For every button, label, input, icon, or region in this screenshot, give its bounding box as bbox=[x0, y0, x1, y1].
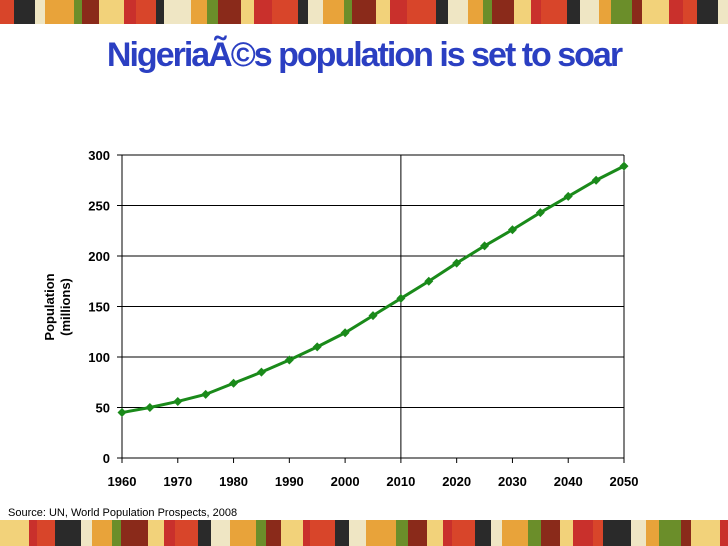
y-tick-label: 0 bbox=[103, 451, 110, 466]
decorative-bottom-band bbox=[0, 520, 728, 546]
data-point bbox=[396, 293, 406, 303]
y-tick-label: 100 bbox=[88, 350, 110, 365]
data-point bbox=[619, 161, 629, 171]
chart-axes bbox=[117, 154, 625, 463]
decorative-top-band bbox=[0, 0, 728, 24]
chart-grid bbox=[122, 154, 624, 458]
x-tick-label: 2000 bbox=[331, 474, 360, 489]
x-tick-label: 1970 bbox=[163, 474, 192, 489]
x-tick-labels: 1960 1970 1980 1990 2000 2010 2020 2030 2040 2050 bbox=[108, 474, 639, 489]
data-point bbox=[145, 403, 155, 412]
data-point bbox=[173, 396, 183, 406]
series-line bbox=[121, 164, 625, 415]
data-point bbox=[201, 389, 211, 399]
x-tick-label: 2020 bbox=[442, 474, 471, 489]
data-point bbox=[312, 342, 322, 352]
y-tick-labels: 0 50 100 150 200 250 300 bbox=[88, 148, 110, 466]
y-axis-label: Population(millions) bbox=[42, 273, 73, 340]
data-point bbox=[563, 191, 573, 201]
data-point bbox=[117, 408, 127, 418]
data-point bbox=[480, 241, 490, 251]
data-point bbox=[452, 258, 462, 268]
x-tick-label: 1980 bbox=[219, 474, 248, 489]
slide-title: NigeriaÃ©s population is set to soar bbox=[106, 36, 623, 74]
x-tick-label: 1960 bbox=[108, 474, 137, 489]
data-point bbox=[591, 175, 601, 185]
data-point bbox=[535, 208, 545, 218]
data-point bbox=[507, 225, 517, 235]
y-tick-label: 300 bbox=[88, 148, 110, 163]
series-population bbox=[117, 161, 629, 418]
x-tick-label: 2010 bbox=[386, 474, 415, 489]
x-tick-label: 1990 bbox=[275, 474, 304, 489]
data-point bbox=[340, 328, 350, 338]
x-tick-label: 2030 bbox=[498, 474, 527, 489]
x-tick-label: 2050 bbox=[610, 474, 639, 489]
y-tick-label: 250 bbox=[88, 199, 110, 214]
data-point bbox=[284, 355, 294, 365]
data-point bbox=[424, 276, 434, 286]
y-tick-label: 150 bbox=[88, 300, 110, 315]
x-tick-label: 2040 bbox=[554, 474, 583, 489]
data-point bbox=[368, 311, 378, 321]
source-note: Source: UN, World Population Prospects, … bbox=[8, 507, 238, 519]
data-point bbox=[256, 367, 266, 377]
data-point bbox=[229, 378, 239, 388]
y-tick-label: 50 bbox=[96, 401, 110, 416]
y-tick-label: 200 bbox=[88, 249, 110, 264]
